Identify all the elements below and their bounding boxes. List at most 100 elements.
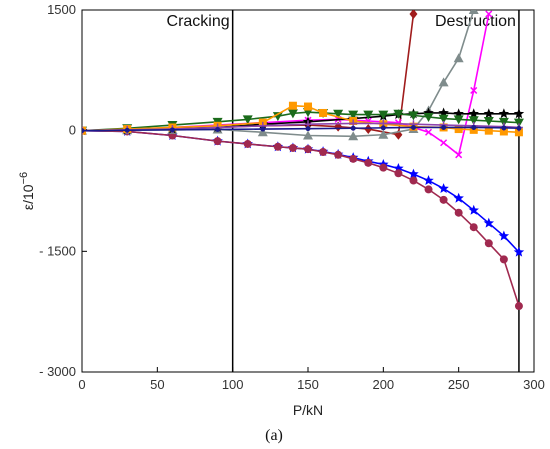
data-point	[440, 139, 448, 147]
series-group	[82, 124, 522, 134]
data-point	[471, 124, 477, 130]
data-point	[363, 110, 374, 120]
data-point	[468, 204, 479, 215]
data-point	[468, 108, 479, 119]
series-group	[82, 10, 493, 159]
data-point	[303, 130, 313, 140]
data-point	[483, 217, 495, 228]
data-point	[499, 255, 508, 264]
data-point	[124, 127, 130, 133]
x-tick-label: 50	[150, 377, 164, 392]
data-point	[287, 109, 298, 119]
data-point	[453, 53, 464, 63]
data-point	[334, 150, 343, 159]
data-point	[410, 124, 416, 130]
y-axis-label-exponent: −6	[18, 172, 30, 185]
data-point	[483, 117, 494, 127]
y-tick-label: 0	[69, 123, 76, 138]
data-point	[439, 195, 448, 204]
data-point	[304, 145, 312, 154]
data-point	[516, 125, 522, 131]
data-point	[513, 108, 525, 119]
y-axis-label-base: ε/10	[20, 184, 36, 210]
data-point	[453, 192, 464, 203]
data-point	[319, 147, 328, 156]
data-point	[242, 115, 253, 125]
data-point	[288, 143, 297, 152]
data-point	[349, 154, 358, 163]
reference-lines: Cracking Destruction	[167, 10, 520, 372]
data-point	[348, 131, 359, 141]
data-point	[304, 102, 312, 111]
data-point	[380, 125, 386, 131]
y-tick-label: - 1500	[39, 243, 76, 258]
data-point	[273, 142, 282, 151]
data-point	[305, 126, 311, 132]
series-line	[82, 111, 519, 132]
data-point	[454, 125, 463, 134]
y-tick-label: 1500	[47, 2, 76, 17]
data-point	[513, 246, 525, 257]
data-point	[438, 114, 449, 124]
reference-line-label: Destruction	[435, 13, 516, 30]
axis-ticks: 0 50 100 150 200 250 300 1500 0 - 1500 - 3000	[39, 2, 545, 392]
data-point	[513, 118, 524, 128]
x-tick-label: 300	[523, 377, 545, 392]
data-point	[438, 183, 449, 194]
data-point	[378, 129, 389, 139]
data-point	[483, 108, 495, 119]
data-point	[498, 108, 510, 119]
data-point	[272, 112, 283, 122]
series-group	[82, 108, 524, 136]
data-point	[498, 117, 509, 127]
data-point	[423, 175, 434, 185]
data-point	[484, 239, 493, 248]
data-point	[169, 127, 175, 133]
plot-frame	[81, 9, 535, 373]
data-point	[441, 124, 447, 130]
reference-line-label: Cracking	[167, 13, 230, 30]
series-group	[82, 125, 525, 257]
series-line	[82, 129, 520, 307]
data-point	[424, 185, 433, 194]
data-point	[213, 137, 222, 146]
data-point	[257, 127, 268, 137]
data-point	[501, 125, 507, 131]
x-tick-label: 0	[78, 377, 85, 392]
data-point	[438, 77, 449, 87]
data-point	[425, 128, 433, 136]
svg-text:ε/10−6: ε/10−6	[18, 172, 36, 210]
data-point	[333, 109, 344, 119]
data-series	[82, 10, 525, 311]
data-point	[453, 108, 464, 119]
data-point	[408, 111, 419, 121]
data-point	[82, 128, 85, 134]
data-point	[288, 101, 297, 110]
data-point	[498, 230, 510, 241]
data-point	[393, 109, 404, 119]
data-point	[454, 208, 463, 217]
y-axis-label: ε/10−6	[18, 172, 36, 210]
x-axis-label: P/kN	[293, 402, 323, 418]
data-point	[364, 124, 373, 135]
data-point	[453, 115, 464, 125]
data-point	[468, 116, 479, 126]
data-point	[364, 158, 373, 167]
data-point	[409, 176, 418, 185]
series-group	[82, 126, 523, 311]
x-tick-label: 150	[297, 377, 319, 392]
data-point	[438, 107, 449, 118]
data-point	[260, 126, 266, 132]
data-point	[348, 110, 359, 120]
data-point	[514, 302, 523, 311]
data-point	[243, 139, 252, 148]
data-point	[470, 86, 478, 94]
data-point	[485, 10, 493, 18]
data-point	[319, 108, 328, 117]
data-point	[379, 163, 388, 172]
data-point	[468, 10, 479, 14]
data-point	[393, 162, 404, 173]
data-point	[409, 10, 418, 20]
data-point	[469, 223, 478, 232]
